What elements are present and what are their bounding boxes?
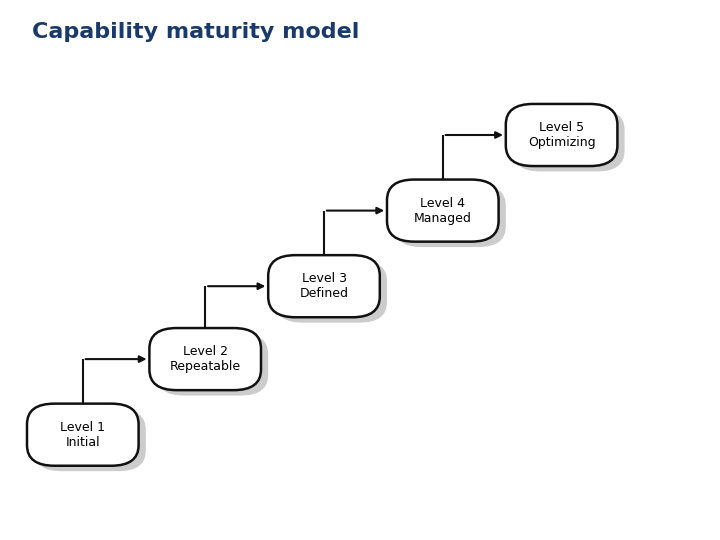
FancyBboxPatch shape: [268, 255, 380, 317]
FancyBboxPatch shape: [156, 333, 268, 395]
FancyBboxPatch shape: [505, 104, 618, 166]
FancyBboxPatch shape: [395, 185, 505, 247]
FancyBboxPatch shape: [35, 409, 145, 471]
FancyBboxPatch shape: [27, 404, 138, 465]
Text: Level 1
Initial: Level 1 Initial: [60, 421, 105, 449]
Text: Level 5
Optimizing: Level 5 Optimizing: [528, 121, 595, 149]
FancyBboxPatch shape: [150, 328, 261, 390]
Text: Capability maturity model: Capability maturity model: [32, 22, 360, 42]
Text: Level 4
Managed: Level 4 Managed: [414, 197, 472, 225]
Text: Level 2
Repeatable: Level 2 Repeatable: [170, 345, 240, 373]
FancyBboxPatch shape: [275, 261, 387, 322]
FancyBboxPatch shape: [513, 109, 625, 172]
Text: Level 3
Defined: Level 3 Defined: [300, 272, 348, 300]
FancyBboxPatch shape: [387, 179, 498, 241]
